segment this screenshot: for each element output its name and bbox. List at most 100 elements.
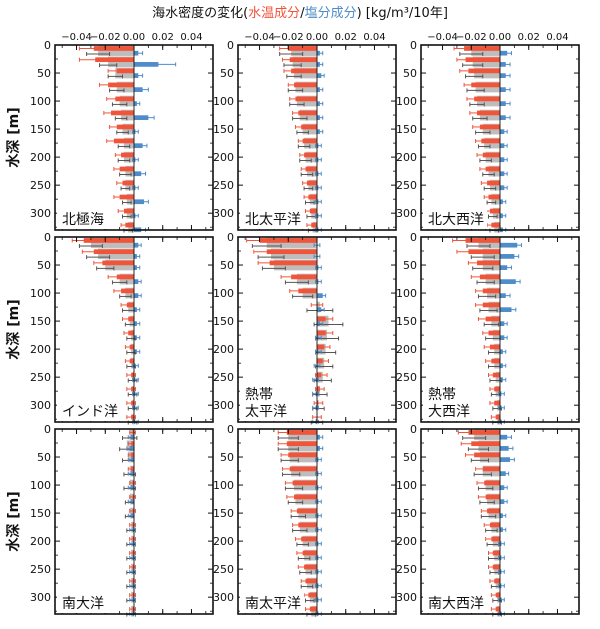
temperature-bar xyxy=(93,249,134,255)
temperature-bar xyxy=(295,96,317,102)
y-tick-label: 200 xyxy=(213,535,234,548)
temperature-bar xyxy=(488,194,500,200)
y-tick-label: 100 xyxy=(396,479,417,492)
x-tick-label: 0.04 xyxy=(363,32,385,43)
y-tick-label: 0 xyxy=(44,39,51,52)
temperature-bar xyxy=(305,578,317,584)
y-tick-label: 200 xyxy=(30,151,51,164)
temperature-bar xyxy=(465,238,500,243)
y-tick-label: 150 xyxy=(30,123,51,136)
salinity-bar xyxy=(500,254,515,259)
y-tick-label: 150 xyxy=(30,315,51,328)
temperature-bar xyxy=(116,124,134,130)
panel-北極海: −0.04−0.02 0.00 0.02 0.04 0 50 100 150 200 250 300… xyxy=(30,32,214,233)
y-tick-label: 0 xyxy=(227,39,234,52)
y-tick-label: 250 xyxy=(30,179,51,192)
temperature-bar xyxy=(468,68,500,74)
salinity-bar xyxy=(500,307,512,313)
y-tick-label: 100 xyxy=(30,479,51,492)
temperature-bar xyxy=(489,208,500,214)
y-tick-label: 150 xyxy=(30,507,51,520)
y-tick-label: 50 xyxy=(220,451,234,464)
y-tick-label: 200 xyxy=(30,343,51,356)
temperature-bar xyxy=(294,82,317,88)
title-salt-label: 塩分成分 xyxy=(305,6,357,21)
panel-南太平洋: 0 50 100 150 200 250 300 南太平洋 xyxy=(213,423,397,617)
temperature-bar xyxy=(108,82,134,88)
y-tick-label: 0 xyxy=(410,39,417,52)
total-bar xyxy=(129,429,134,440)
temperature-bar xyxy=(119,166,134,172)
x-tick-label: −0.02 xyxy=(456,32,487,43)
x-tick-label: 0.00 xyxy=(489,32,511,43)
temperature-bar xyxy=(296,508,317,514)
basin-label: 北大西洋 xyxy=(428,212,484,228)
basin-label: 南太平洋 xyxy=(245,596,301,612)
basin-label: インド洋 xyxy=(62,404,118,420)
temperature-bar xyxy=(477,260,500,266)
panel-インド洋: 0 50 100 150 200 250 300 インド洋 xyxy=(30,231,214,425)
total-bar xyxy=(129,507,134,519)
temperature-bar xyxy=(482,152,500,158)
y-tick-label: 100 xyxy=(213,95,234,108)
y-tick-label: 300 xyxy=(396,591,417,604)
temperature-bar xyxy=(471,82,500,88)
y-tick-label: 100 xyxy=(396,287,417,300)
temperature-bar xyxy=(482,302,500,308)
y-tick-label: 150 xyxy=(396,507,417,520)
y-tick-label: 100 xyxy=(30,287,51,300)
y-tick-label: 300 xyxy=(30,591,51,604)
basin-label-bg xyxy=(423,384,473,421)
y-tick-label: 50 xyxy=(403,451,417,464)
temperature-bar xyxy=(291,68,317,74)
y-tick-label: 300 xyxy=(213,207,234,220)
x-tick-label: −0.04 xyxy=(427,32,458,43)
y-tick-label: 150 xyxy=(213,123,234,136)
y-tick-label: 200 xyxy=(213,151,234,164)
basin-label: 大西洋 xyxy=(428,404,470,420)
basin-label-bg xyxy=(240,593,304,613)
panel-grid: −0.04−0.02 0.00 0.02 0.04050100150200250300… xyxy=(5,32,580,617)
basin-label: 熱帯 xyxy=(428,387,456,403)
basin-label-bg xyxy=(240,209,304,229)
temperature-bar xyxy=(95,57,134,63)
y-tick-label: 300 xyxy=(396,207,417,220)
temperature-bar xyxy=(83,238,134,243)
basin-label: 熱帯 xyxy=(245,387,273,403)
y-tick-label: 300 xyxy=(30,399,51,412)
x-tick-label: 0.02 xyxy=(518,32,540,43)
temperature-bar xyxy=(479,274,500,280)
temperature-bar xyxy=(111,110,134,116)
x-tick-label: −0.04 xyxy=(244,32,275,43)
panel-南大洋: 0 50 100 150 200 250 300 南大洋 xyxy=(30,423,214,617)
temperature-bar xyxy=(298,110,317,116)
salinity-bar xyxy=(134,115,149,121)
temperature-bar xyxy=(304,564,317,570)
y-tick-label: 100 xyxy=(213,479,234,492)
y-tick-label: 250 xyxy=(213,179,234,192)
x-tick-label: 0.04 xyxy=(180,32,202,43)
y-tick-label: 150 xyxy=(396,123,417,136)
y-tick-label: 250 xyxy=(213,563,234,576)
temperature-bar xyxy=(471,441,500,447)
temperature-bar xyxy=(485,166,500,172)
temperature-bar xyxy=(487,508,500,514)
temperature-bar xyxy=(286,441,317,447)
temperature-bar xyxy=(288,46,317,51)
temperature-bar xyxy=(93,46,134,51)
salinity-bar xyxy=(500,279,516,284)
temperature-bar xyxy=(477,110,500,116)
temperature-bar xyxy=(266,249,317,255)
salinity-bar xyxy=(134,199,145,205)
panel-北大西洋: −0.04−0.02 0.00 0.02 0.04 0 50 100 150 200 250 300… xyxy=(396,32,580,233)
temperature-bar xyxy=(289,466,317,472)
y-tick-label: 300 xyxy=(213,399,234,412)
y-tick-label: 300 xyxy=(30,207,51,220)
temperature-bar xyxy=(474,452,500,458)
y-tick-label: 250 xyxy=(30,563,51,576)
basin-label: 南大西洋 xyxy=(428,596,484,612)
y-tick-label: 250 xyxy=(396,563,417,576)
x-tick-label: −0.02 xyxy=(273,32,304,43)
x-tick-label: −0.02 xyxy=(90,32,121,43)
